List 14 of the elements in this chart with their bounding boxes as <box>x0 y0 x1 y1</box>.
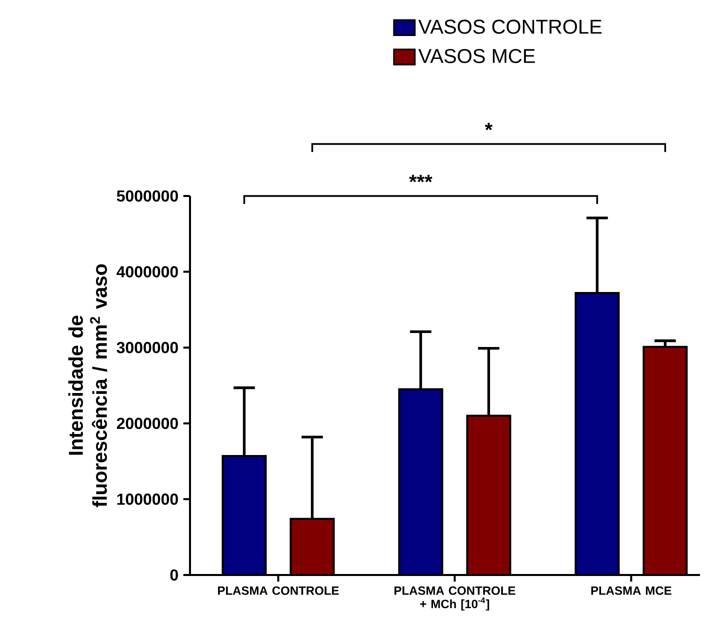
x-tick-label: PLASMA MCE <box>591 586 672 595</box>
y-tick-label: 0 <box>170 569 178 581</box>
legend-label: VASOS CONTROLE <box>418 20 602 34</box>
text: * <box>484 122 493 130</box>
text: *** <box>409 174 432 182</box>
y-tick-label: 1000000 <box>117 494 178 505</box>
x-tick-label: PLASMA CONTROLE <box>218 586 339 595</box>
y-tick-label: 5000000 <box>116 190 178 202</box>
legend-label: VASOS MCE <box>418 48 535 64</box>
x-tick-label: PLASMA CONTROLE + MCh [10$^{-4}$] <box>394 586 516 611</box>
y-axis-title: Intensidade de fluorescência / mm$^{2}$ vaso <box>68 264 108 508</box>
y-tick-label: 2000000 <box>116 418 178 430</box>
y-tick-label: 3000000 <box>116 342 178 354</box>
y-tick-label: 4000000 <box>116 266 178 278</box>
